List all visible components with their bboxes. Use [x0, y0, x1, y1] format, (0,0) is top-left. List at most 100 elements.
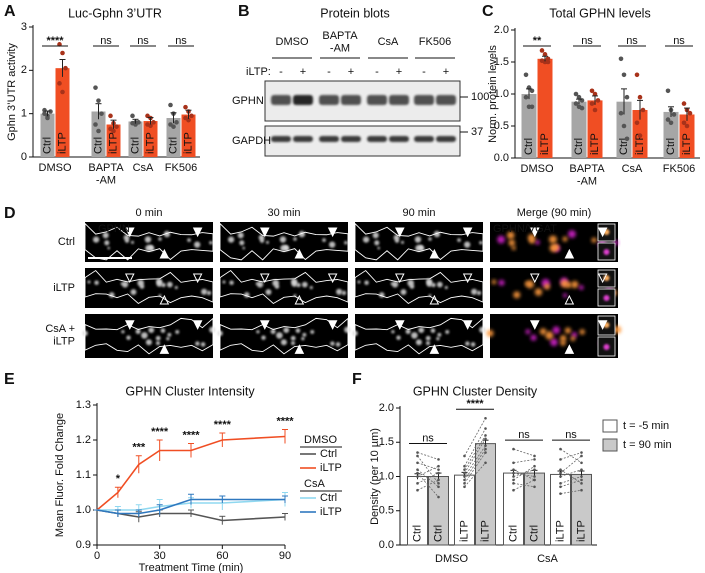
puncta	[107, 246, 111, 250]
puncta	[280, 244, 287, 252]
y-tick-label: 1.3	[76, 399, 91, 411]
data-point	[618, 56, 624, 62]
puncta	[491, 279, 497, 285]
arrowhead	[394, 320, 405, 330]
data-point	[579, 105, 585, 111]
puncta	[444, 285, 448, 290]
pair-line	[417, 465, 439, 477]
micrograph	[490, 268, 618, 308]
puncta	[242, 246, 246, 250]
pair-line	[417, 455, 439, 484]
chart-title: Luc-Gphn 3’UTR	[68, 6, 162, 20]
lane-label: +	[300, 66, 306, 78]
lane-label: -	[375, 66, 379, 78]
pair-line	[513, 469, 535, 477]
data-point	[681, 101, 687, 106]
pair-point	[559, 468, 562, 471]
puncta	[344, 326, 351, 333]
micrograph	[355, 314, 483, 358]
bar-label: Ctrl	[618, 138, 630, 155]
x-tick-label: BAPTA -AM	[88, 162, 124, 187]
puncta	[567, 230, 576, 239]
puncta	[174, 285, 178, 290]
dendrite-outline	[84, 269, 214, 305]
data-point	[573, 101, 579, 106]
pair-point	[416, 482, 419, 485]
puncta	[560, 340, 566, 346]
panel-letter: E	[4, 371, 15, 388]
dendrite-outline	[219, 269, 349, 305]
pair-point	[416, 488, 419, 492]
bar	[616, 101, 632, 158]
data-point	[168, 102, 173, 108]
puncta	[102, 232, 109, 239]
puncta	[156, 280, 163, 287]
legend-label: Ctrl	[320, 448, 337, 460]
puncta	[121, 330, 125, 334]
bar	[663, 111, 679, 158]
bar-label: iLTP	[539, 133, 551, 155]
y-tick-label: 1.0	[76, 504, 91, 516]
puncta	[425, 335, 431, 341]
data-point	[171, 124, 176, 129]
puncta	[283, 327, 290, 334]
puncta	[302, 332, 307, 337]
pair-point	[484, 451, 487, 454]
y-tick-label: 2.0	[494, 24, 509, 36]
pair-line	[464, 462, 486, 488]
puncta	[476, 290, 482, 296]
puncta	[506, 231, 515, 240]
puncta	[141, 332, 148, 339]
y-tick-label: 1	[21, 108, 27, 120]
blot-band	[293, 95, 313, 105]
pair-point	[437, 478, 440, 482]
puncta	[539, 328, 547, 335]
arrowhead	[192, 320, 203, 330]
micrograph-content	[219, 269, 349, 305]
data-point	[42, 107, 47, 113]
puncta	[195, 341, 200, 346]
pair-point	[437, 468, 440, 471]
lane-label: -	[279, 66, 283, 78]
lane-label: -	[422, 66, 426, 78]
puncta	[341, 290, 347, 296]
puncta	[255, 282, 259, 286]
data-point	[621, 72, 627, 78]
data-point	[189, 113, 194, 119]
blot-band	[414, 136, 434, 142]
bar-label: iLTP	[681, 133, 693, 155]
y-tick-label: 0.5	[494, 120, 509, 132]
pair-point	[484, 444, 487, 447]
pair-line	[417, 472, 439, 484]
puncta	[135, 329, 141, 335]
y-tick-label: 0.9	[76, 539, 91, 551]
puncta	[426, 341, 430, 346]
inset-puncta	[603, 249, 610, 255]
legend-swatch	[602, 438, 618, 452]
panel-letter: D	[4, 205, 16, 222]
x-axis-label: Treatment Time (min)	[139, 562, 244, 573]
puncta	[534, 288, 543, 296]
arrowhead	[394, 273, 405, 284]
x-tick-label: 30	[154, 550, 166, 562]
data-point	[624, 94, 630, 100]
pair-point	[416, 461, 419, 465]
pair-point	[533, 485, 536, 489]
bar-label: iLTP	[56, 132, 68, 154]
puncta	[330, 341, 335, 346]
pair-point	[533, 454, 536, 458]
puncta	[237, 232, 244, 239]
pair-point	[484, 416, 487, 420]
puncta	[436, 336, 440, 341]
puncta	[290, 335, 296, 341]
arrowhead	[124, 273, 135, 284]
pair-point	[484, 437, 487, 441]
puncta	[436, 281, 443, 288]
dendrite-outline	[354, 269, 484, 305]
arrowhead	[597, 227, 608, 238]
arrowhead	[294, 248, 305, 259]
bar	[521, 94, 537, 158]
puncta	[229, 280, 234, 285]
puncta	[94, 280, 99, 285]
